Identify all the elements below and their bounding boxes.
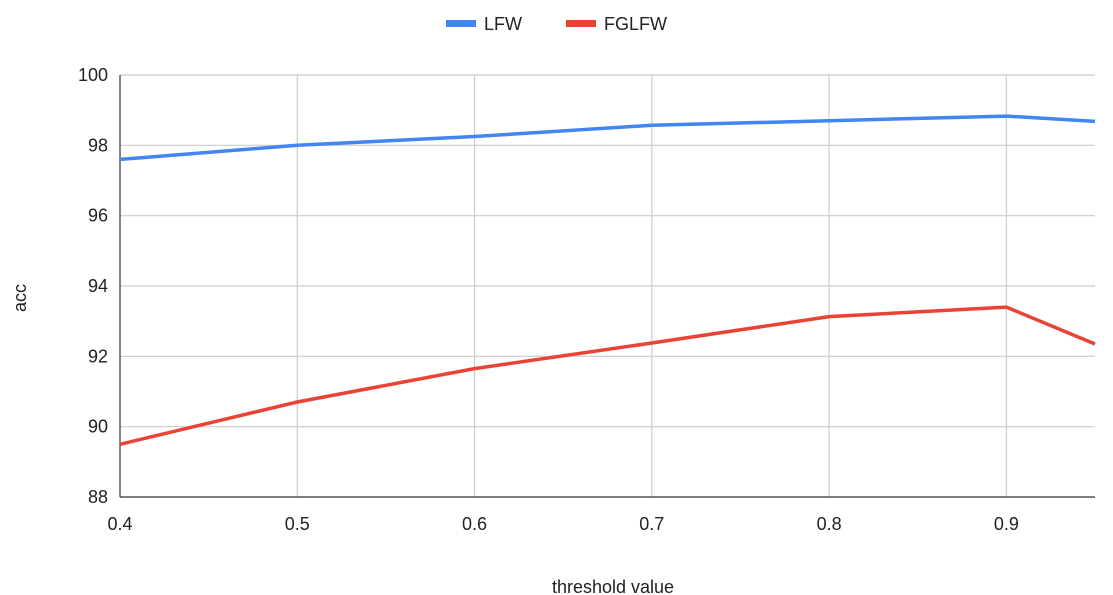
series-line-fglfw <box>119 305 1096 447</box>
x-tick-labels: 0.4 0.5 0.6 0.7 0.8 0.9 <box>107 514 1018 534</box>
x-tick-label: 0.8 <box>817 514 842 534</box>
axes <box>119 75 1095 498</box>
x-tick-label: 0.7 <box>639 514 664 534</box>
y-tick-label: 90 <box>88 417 108 437</box>
y-tick-label: 98 <box>88 135 108 155</box>
y-tick-label: 92 <box>88 346 108 366</box>
y-axis-title: acc <box>10 284 30 312</box>
legend-label-lfw: LFW <box>484 14 522 34</box>
legend: LFW FGLFW <box>446 14 667 34</box>
y-tick-labels: 88 90 92 94 96 98 100 <box>78 65 108 507</box>
series-line-lfw <box>119 114 1096 162</box>
grid-lines <box>120 74 1095 497</box>
y-tick-label: 88 <box>88 487 108 507</box>
x-tick-label: 0.9 <box>994 514 1019 534</box>
y-tick-label: 100 <box>78 65 108 85</box>
y-tick-label: 96 <box>88 206 108 226</box>
series-lines <box>119 114 1096 447</box>
legend-label-fglfw: FGLFW <box>604 14 667 34</box>
x-tick-label: 0.5 <box>285 514 310 534</box>
x-tick-label: 0.4 <box>107 514 132 534</box>
legend-swatch-fglfw <box>566 20 596 27</box>
x-tick-label: 0.6 <box>462 514 487 534</box>
legend-swatch-lfw <box>446 20 476 27</box>
y-tick-label: 94 <box>88 276 108 296</box>
x-axis-title: threshold value <box>552 577 674 595</box>
